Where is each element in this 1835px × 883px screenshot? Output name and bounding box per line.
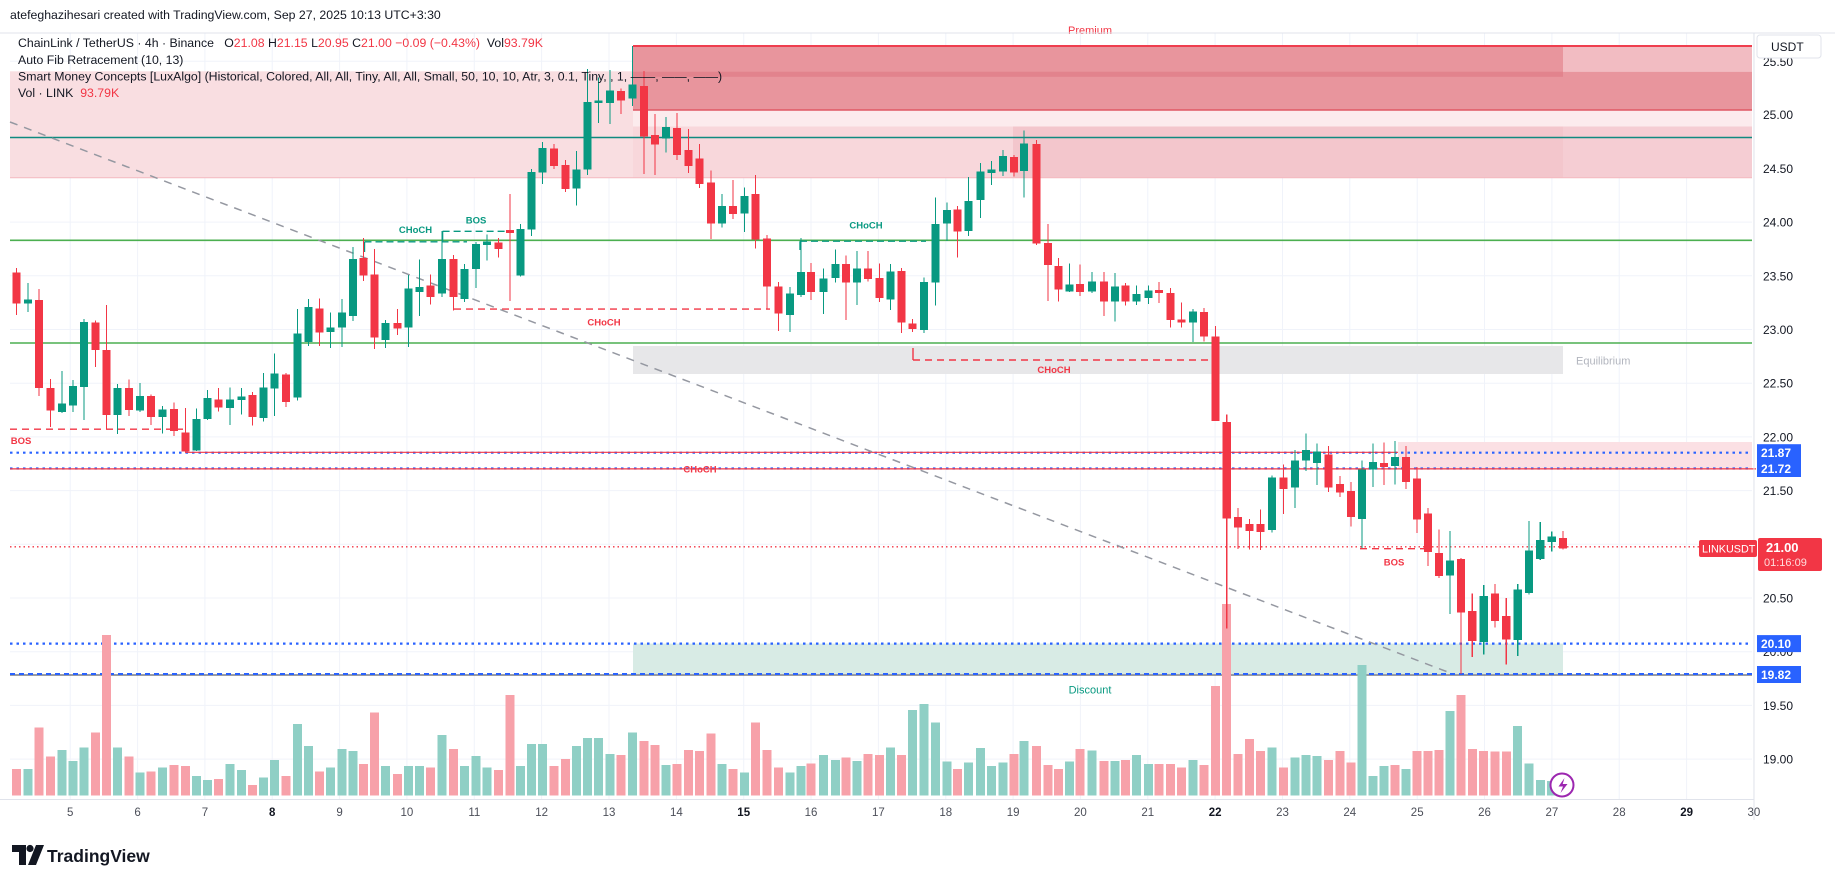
svg-text:19.82: 19.82 xyxy=(1761,668,1791,682)
svg-text:CHoCH: CHoCH xyxy=(849,221,882,232)
svg-text:28: 28 xyxy=(1613,807,1626,819)
svg-text:17: 17 xyxy=(872,807,885,819)
svg-text:23: 23 xyxy=(1276,807,1289,819)
svg-text:CHoCH: CHoCH xyxy=(587,318,620,329)
svg-text:20.50: 20.50 xyxy=(1763,592,1793,606)
svg-text:13: 13 xyxy=(603,807,616,819)
svg-text:7: 7 xyxy=(202,807,208,819)
svg-text:12: 12 xyxy=(535,807,548,819)
svg-text:24.00: 24.00 xyxy=(1763,216,1793,230)
svg-text:01:16:09: 01:16:09 xyxy=(1764,557,1807,569)
svg-text:22: 22 xyxy=(1209,807,1222,819)
svg-text:11: 11 xyxy=(468,807,480,819)
svg-text:16: 16 xyxy=(805,807,818,819)
svg-text:23.00: 23.00 xyxy=(1763,323,1793,337)
svg-text:LINKUSDT: LINKUSDT xyxy=(1702,544,1756,556)
svg-text:Premium: Premium xyxy=(1068,25,1112,37)
svg-text:CHoCH: CHoCH xyxy=(399,225,432,236)
svg-text:Equilibrium: Equilibrium xyxy=(1576,356,1630,368)
svg-text:10: 10 xyxy=(401,807,414,819)
svg-text:5: 5 xyxy=(67,807,73,819)
svg-text:22.50: 22.50 xyxy=(1763,377,1793,391)
svg-text:24: 24 xyxy=(1343,807,1356,819)
svg-text:21.00: 21.00 xyxy=(1766,540,1799,555)
svg-text:CHoCH: CHoCH xyxy=(1037,365,1070,376)
svg-text:24.50: 24.50 xyxy=(1763,162,1793,176)
svg-text:9: 9 xyxy=(336,807,342,819)
svg-text:Vol · LINK 93.79K: Vol · LINK 93.79K xyxy=(18,86,120,100)
svg-text:21.72: 21.72 xyxy=(1761,462,1791,476)
svg-text:BOS: BOS xyxy=(466,216,487,227)
svg-text:BOS: BOS xyxy=(11,436,32,447)
svg-text:Auto Fib Retracement (10, 13): Auto Fib Retracement (10, 13) xyxy=(18,53,183,67)
svg-text:25.00: 25.00 xyxy=(1763,108,1793,122)
svg-text:21.50: 21.50 xyxy=(1763,484,1793,498)
svg-text:Discount: Discount xyxy=(1069,685,1112,697)
svg-text:30: 30 xyxy=(1748,807,1761,819)
svg-text:21.87: 21.87 xyxy=(1761,446,1791,460)
svg-text:14: 14 xyxy=(670,807,683,819)
svg-text:USDT: USDT xyxy=(1771,40,1804,54)
svg-text:6: 6 xyxy=(134,807,140,819)
svg-text:25: 25 xyxy=(1411,807,1424,819)
svg-text:TradingView: TradingView xyxy=(47,846,150,866)
svg-text:21: 21 xyxy=(1141,807,1154,819)
svg-text:20.10: 20.10 xyxy=(1761,637,1791,651)
svg-text:29: 29 xyxy=(1680,807,1693,819)
svg-text:BOS: BOS xyxy=(1384,558,1405,569)
svg-text:19.50: 19.50 xyxy=(1763,699,1793,713)
svg-text:Smart Money Concepts [LuxAlgo]: Smart Money Concepts [LuxAlgo] (Historic… xyxy=(18,70,722,84)
svg-text:20: 20 xyxy=(1074,807,1087,819)
svg-text:18: 18 xyxy=(939,807,952,819)
svg-text:19: 19 xyxy=(1007,807,1020,819)
svg-text:ChainLink / TetherUS · 4h · Bi: ChainLink / TetherUS · 4h · Binance O21.… xyxy=(18,36,544,50)
svg-text:19.00: 19.00 xyxy=(1763,753,1793,767)
svg-text:27: 27 xyxy=(1546,807,1559,819)
svg-text:CHoCH: CHoCH xyxy=(683,465,716,476)
svg-text:22.00: 22.00 xyxy=(1763,430,1793,444)
svg-text:atefeghazihesari created with: atefeghazihesari created with TradingVie… xyxy=(10,8,441,22)
svg-text:26: 26 xyxy=(1478,807,1491,819)
svg-text:8: 8 xyxy=(269,807,276,819)
svg-text:23.50: 23.50 xyxy=(1763,269,1793,283)
svg-text:15: 15 xyxy=(737,807,750,819)
